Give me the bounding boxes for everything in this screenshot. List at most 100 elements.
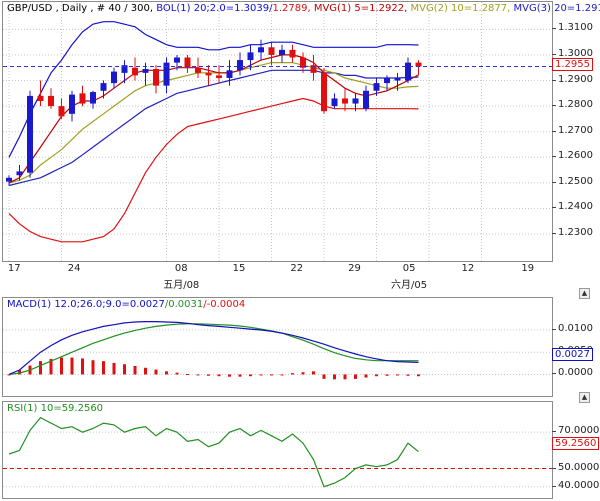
- bollinger-lower-label: 1.2789,: [272, 3, 311, 14]
- candle-body: [195, 67, 201, 73]
- macd-histogram-bar: [18, 370, 21, 375]
- macd-label: MACD(1) 12.0;26.0;9.0=0.0027: [7, 299, 165, 310]
- macd-histogram-bar: [375, 374, 378, 377]
- candle-body: [69, 94, 75, 114]
- macd-histogram-bar: [385, 374, 389, 376]
- macd-histogram-bar: [270, 374, 273, 376]
- macd-tick-label: 0.0100: [558, 323, 593, 334]
- macd-histogram-bar: [343, 374, 347, 380]
- rsi-tick-label-tick: [552, 485, 556, 487]
- candle-body: [405, 62, 411, 81]
- candle-body: [226, 70, 233, 78]
- macd-line: [8, 321, 419, 375]
- macd-histogram-bar: [123, 364, 126, 375]
- macd-tick-label-tick: [552, 373, 556, 375]
- macd-histogram-bar: [154, 369, 158, 375]
- price-tick-label-tick: [552, 233, 556, 235]
- macd-close-icon[interactable]: ▲: [579, 288, 590, 299]
- price-tick-label-tick: [552, 53, 556, 55]
- rsi-tick-label-tick: [552, 467, 556, 469]
- candle-body: [121, 65, 128, 73]
- candle-body: [363, 90, 369, 109]
- last-price-box: 1.2955: [552, 58, 593, 71]
- date-tick-label: 05: [402, 263, 416, 274]
- macd-histogram-bar: [39, 361, 42, 375]
- candle-body: [174, 57, 180, 63]
- candle-body: [289, 49, 296, 58]
- candle-body: [268, 47, 275, 55]
- candle-body: [100, 83, 107, 91]
- macd-histogram-bar: [291, 373, 294, 375]
- price-chart: [3, 2, 552, 261]
- macd-histogram-bar: [91, 360, 95, 375]
- macd-signal-line: [8, 323, 419, 375]
- macd-hist-label: /-0.0004: [203, 299, 246, 310]
- macd-histogram-bar: [333, 374, 336, 380]
- candle-body: [279, 49, 285, 55]
- candle-body: [184, 57, 191, 68]
- rsi-line: [8, 416, 419, 488]
- candle-body: [247, 52, 254, 61]
- macd-histogram-bar: [49, 358, 53, 375]
- date-tick-label: 08: [174, 263, 188, 274]
- macd-signal-label: /0.0031: [164, 299, 204, 310]
- price-tick-label-tick: [552, 28, 556, 30]
- price-pane-header: GBP/USD , Daily , # 40 / 300, BOL(1) 20;…: [7, 3, 600, 14]
- macd-tick-label: 0.0000: [558, 367, 593, 379]
- macd-histogram-bar: [133, 366, 137, 375]
- candle-body: [132, 67, 138, 76]
- macd-last-value-box: 0.0027: [552, 348, 593, 361]
- bollinger-lower-band: [8, 97, 419, 243]
- price-pane[interactable]: GBP/USD , Daily , # 40 / 300, BOL(1) 20;…: [2, 1, 600, 262]
- candle-body: [79, 93, 86, 104]
- rsi-label: RSI(1) 10=59.2560: [7, 403, 104, 414]
- candle-body: [216, 75, 222, 78]
- macd-histogram-bar: [364, 374, 368, 378]
- candle-body: [90, 92, 96, 104]
- mvg2-label: MVG(2) 10=1.2877,: [410, 3, 511, 14]
- candle-body: [331, 98, 338, 107]
- candle-body: [415, 62, 422, 67]
- mvg1-label: MVG(1) 5=1.2922,: [313, 3, 408, 14]
- candle-body: [258, 47, 264, 53]
- macd-histogram-bar: [102, 361, 105, 375]
- candle-body: [16, 171, 23, 176]
- macd-histogram-bar: [396, 374, 399, 376]
- macd-histogram-bar: [70, 357, 74, 375]
- macd-pane[interactable]: MACD(1) 12.0;26.0;9.0=0.0027/0.0031/-0.0…: [2, 297, 553, 397]
- candle-body: [58, 106, 65, 117]
- price-tick-label-tick: [552, 130, 556, 132]
- rsi-pane[interactable]: RSI(1) 10=59.2560: [2, 401, 553, 499]
- rsi-close-icon[interactable]: ▲: [579, 392, 590, 403]
- price-axis: 1.3100 1.3000 1.2900 1.2800 1.2700 1.2600 1.25…: [552, 1, 600, 260]
- date-tick-label: 24: [67, 263, 81, 274]
- month-label: 五月/08: [163, 280, 200, 291]
- mvg2-line: [8, 61, 419, 184]
- mvg3-label: MVG(3) 20=1.2914: [513, 3, 600, 14]
- candle-body: [321, 72, 327, 112]
- date-tick-label: 29: [348, 263, 361, 274]
- price-tick-label: 1.2800: [558, 99, 593, 111]
- candle-body: [205, 72, 212, 76]
- macd-histogram-bar: [406, 374, 410, 376]
- price-tick-label: 1.2400: [558, 201, 593, 213]
- mvg3-line: [8, 69, 419, 187]
- date-tick-label: 19: [521, 263, 535, 274]
- price-tick-label: 1.2500: [558, 175, 593, 187]
- rsi-axis: 70.0000 50.0000 40.0000: [552, 401, 600, 497]
- candle-body: [111, 71, 117, 84]
- macd-histogram-bar: [259, 374, 263, 376]
- mvg1-line: [8, 54, 419, 184]
- price-tick-label-tick: [552, 79, 556, 81]
- macd-histogram-bar: [112, 362, 116, 375]
- macd-histogram-bar: [301, 372, 305, 375]
- rsi-tick-label: 50.0000: [558, 461, 600, 473]
- macd-histogram-bar: [207, 374, 210, 376]
- rsi-chart: [3, 416, 552, 488]
- macd-histogram-bar: [228, 374, 231, 377]
- macd-histogram-bar: [249, 374, 252, 377]
- candle-body: [373, 83, 380, 91]
- date-tick-label: 17: [7, 263, 21, 274]
- price-tick-label: 1.2700: [558, 124, 593, 136]
- price-tick-label: 1.3000: [558, 47, 593, 59]
